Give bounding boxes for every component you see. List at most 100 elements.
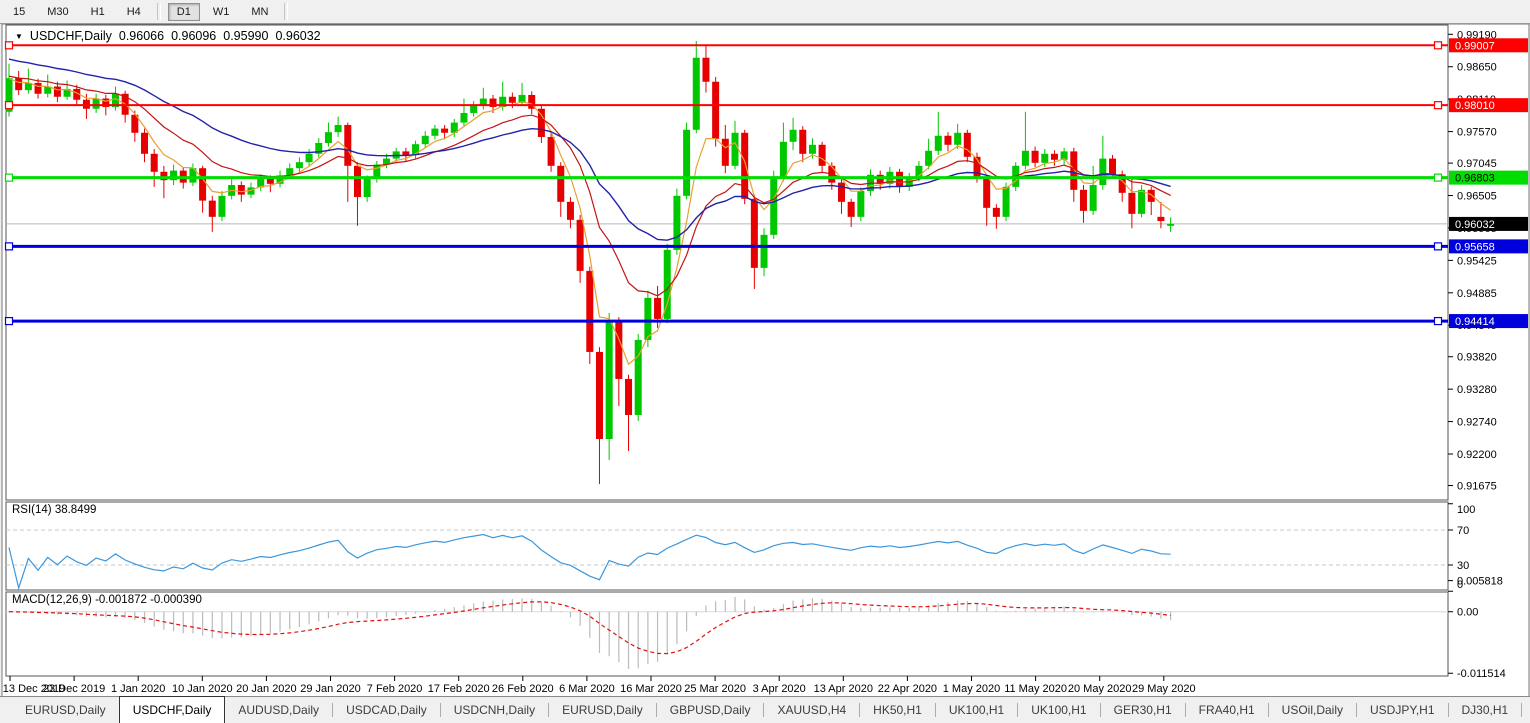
tab-usdcad-daily[interactable]: USDCAD,Daily	[346, 703, 427, 717]
tab-fra40-h1[interactable]: FRA40,H1	[1198, 703, 1255, 717]
ma-mid-line	[8, 75, 1171, 297]
horizontal-line[interactable]	[4, 41, 1449, 50]
line-handle[interactable]	[1433, 242, 1443, 251]
line-handle[interactable]	[1433, 41, 1443, 50]
tab-ger30-h1[interactable]: GER30,H1	[1113, 703, 1172, 717]
tab-gbpusd-daily[interactable]: GBPUSD,Daily	[669, 703, 751, 717]
line-handle[interactable]	[4, 242, 14, 251]
svg-text:23 Dec 2019: 23 Dec 2019	[43, 683, 105, 695]
tab-separator	[1184, 703, 1186, 717]
tab-separator	[763, 703, 765, 717]
horizontal-line[interactable]	[4, 242, 1449, 251]
line-handle[interactable]	[4, 173, 14, 182]
svg-text:13 Apr 2020: 13 Apr 2020	[814, 683, 873, 695]
timeframe-button-h1[interactable]: H1	[90, 5, 105, 18]
timeframe-button-m30[interactable]: M30	[47, 5, 69, 18]
svg-text:1 Jan 2020: 1 Jan 2020	[111, 683, 165, 695]
tab-hk50-h1[interactable]: HK50,H1	[873, 703, 922, 717]
svg-text:29 May 2020: 29 May 2020	[1132, 683, 1196, 695]
svg-text:3 Apr 2020: 3 Apr 2020	[753, 683, 806, 695]
line-handle[interactable]	[1433, 173, 1443, 182]
svg-text:22 Apr 2020: 22 Apr 2020	[878, 683, 937, 695]
tab-separator	[934, 703, 936, 717]
rsi-indicator-label: RSI(14) 38.8499	[12, 504, 97, 516]
svg-text:1 May 2020: 1 May 2020	[943, 683, 1000, 695]
chart-tabs: EURUSD,Daily USDCHF,Daily AUDUSD,Daily USDC…	[0, 696, 1521, 723]
svg-text:0.92200: 0.92200	[1457, 449, 1497, 461]
svg-text:100: 100	[1457, 504, 1475, 516]
tab-usdcnh-daily[interactable]: USDCNH,Daily	[453, 703, 536, 717]
tab-usdjpy-h1[interactable]: USDJPY,H1	[1370, 703, 1435, 717]
tab-dj30-h1[interactable]: DJ30,H1	[1461, 703, 1509, 717]
timeframe-button-15[interactable]: 15	[13, 5, 26, 18]
tab-eurusd-daily[interactable]: EURUSD,Daily	[25, 703, 106, 717]
ohlc-high: 0.96096	[171, 29, 217, 43]
line-handle[interactable]	[1433, 316, 1443, 326]
candlestick-series	[5, 40, 1175, 485]
timeframe-button-h4[interactable]: H4	[126, 5, 141, 18]
svg-text:20 Jan 2020: 20 Jan 2020	[236, 683, 297, 695]
tab-uk100-h1[interactable]: UK100,H1	[948, 703, 1005, 717]
svg-text:0.91675: 0.91675	[1457, 481, 1497, 493]
svg-text:7 Feb 2020: 7 Feb 2020	[367, 683, 423, 695]
ohlc-low: 0.95990	[223, 29, 269, 43]
tab-usoil-daily[interactable]: USOil,Daily	[1281, 703, 1344, 717]
horizontal-line[interactable]	[4, 316, 1449, 326]
horizontal-line[interactable]	[4, 173, 1449, 182]
ohlc-open: 0.96066	[118, 29, 165, 43]
svg-text:29 Jan 2020: 29 Jan 2020	[300, 683, 361, 695]
svg-text:-0.011514: -0.011514	[1457, 668, 1506, 680]
svg-text:0.98010: 0.98010	[1455, 100, 1495, 112]
tab-xauusd-h4[interactable]: XAUUSD,H4	[777, 703, 847, 717]
rsi-line	[8, 533, 1171, 591]
svg-text:26 Feb 2020: 26 Feb 2020	[492, 683, 554, 695]
tab-separator	[1356, 703, 1358, 717]
svg-text:25 Mar 2020: 25 Mar 2020	[684, 683, 746, 695]
svg-text:0.94885: 0.94885	[1457, 288, 1497, 300]
svg-text:70: 70	[1457, 525, 1469, 537]
svg-text:17 Feb 2020: 17 Feb 2020	[428, 683, 490, 695]
timeframe-button-d1[interactable]: D1	[167, 2, 200, 21]
chart-symbol-label: USDCHF,Daily	[29, 29, 112, 43]
svg-text:0.005818: 0.005818	[1457, 576, 1503, 588]
macd-signal-line	[8, 601, 1171, 655]
tab-separator	[332, 703, 334, 717]
svg-text:16 Mar 2020: 16 Mar 2020	[620, 683, 682, 695]
svg-text:6 Mar 2020: 6 Mar 2020	[559, 683, 615, 695]
svg-text:0.96032: 0.96032	[1455, 219, 1495, 231]
tab-separator	[859, 703, 861, 717]
tab-separator	[1017, 703, 1019, 717]
ohlc-close: 0.96032	[275, 29, 321, 43]
tab-uk100-h1[interactable]: UK100,H1	[1031, 703, 1087, 717]
svg-text:0.92740: 0.92740	[1457, 417, 1497, 429]
chart-dropdown-icon[interactable]: ▼	[15, 31, 23, 41]
line-handle[interactable]	[4, 316, 14, 326]
line-handle[interactable]	[1433, 101, 1443, 110]
toolbar-separator	[284, 3, 289, 20]
horizontal-line[interactable]	[4, 101, 1449, 110]
tabs-separator	[1521, 703, 1523, 717]
price-pane[interactable]	[5, 24, 1449, 501]
tabs-scroll-arrows: ◄ ►	[1521, 697, 1530, 723]
svg-text:0.96505: 0.96505	[1457, 191, 1497, 203]
macd-indicator-label: MACD(12,26,9) -0.001872 -0.000390	[12, 594, 202, 606]
svg-text:0.94414: 0.94414	[1455, 316, 1495, 328]
svg-text:0.95658: 0.95658	[1455, 241, 1495, 253]
timeframe-button-mn[interactable]: MN	[251, 5, 269, 18]
rsi-pane[interactable]	[5, 501, 1449, 591]
svg-text:0.97570: 0.97570	[1457, 127, 1497, 139]
tab-separator	[439, 703, 441, 717]
svg-text:0: 0	[1457, 579, 1463, 591]
tab-separator	[1447, 703, 1449, 717]
tab-separator	[548, 703, 550, 717]
tab-usdchf-daily[interactable]: USDCHF,Daily	[118, 696, 226, 723]
tab-eurusd-daily[interactable]: EURUSD,Daily	[562, 703, 643, 717]
timeframe-button-w1[interactable]: W1	[212, 5, 230, 18]
line-handle[interactable]	[4, 41, 14, 50]
svg-text:0.97045: 0.97045	[1457, 158, 1497, 170]
svg-text:0.98650: 0.98650	[1457, 62, 1497, 74]
tab-audusd-daily[interactable]: AUDUSD,Daily	[238, 703, 320, 717]
ma-slow-line	[8, 58, 1171, 241]
line-handle[interactable]	[4, 101, 14, 110]
